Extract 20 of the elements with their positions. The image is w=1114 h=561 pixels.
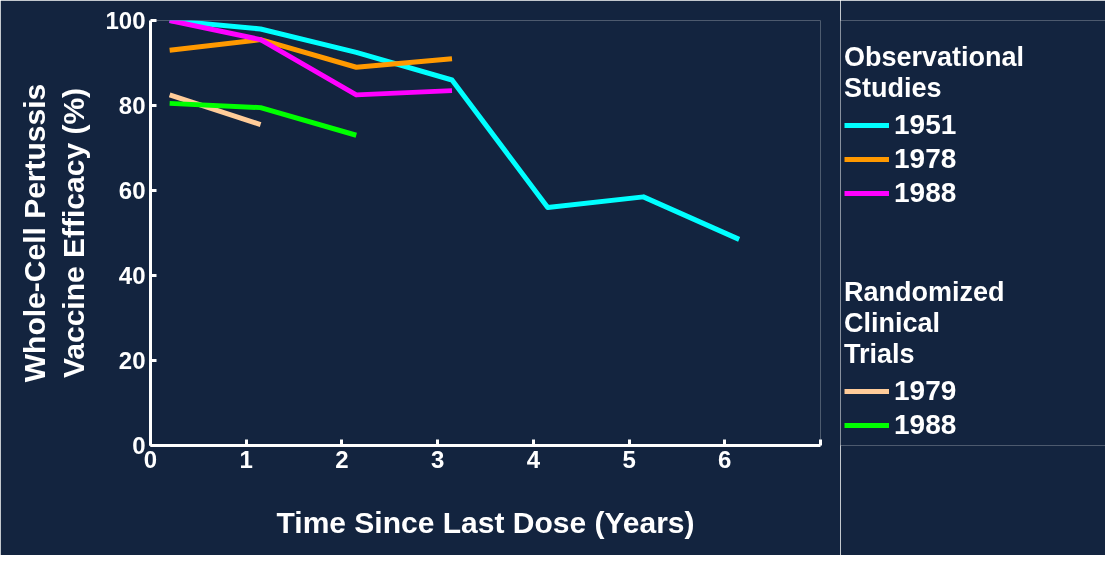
x-tick-label: 6 [718,445,732,473]
legend-title: Observational Studies [844,42,1025,104]
y-tick-label: 60 [118,177,146,204]
y-axis-title: Whole-Cell Pertussis Vaccine Efficacy (%) [17,83,91,383]
x-tick-label: 3 [430,445,445,473]
y-tick-label: 80 [118,92,146,119]
y-tick-label: 100 [105,7,146,34]
y-tick-label: 20 [118,347,146,374]
legend-label: 1951 [894,109,957,141]
x-tick-label: 2 [335,445,349,473]
x-tick-label: 5 [622,445,636,473]
x-tick-label: 1 [239,445,253,473]
legend-label: 1979 [894,375,957,407]
text: Randomized Clinical Trials [844,277,1005,370]
legend-label: 1988 [894,177,957,209]
legend-label: 1988 [894,409,957,441]
x-tick-label: 4 [526,445,541,473]
y-tick-label: 40 [118,262,146,289]
x-axis-title: Time Since Last Dose (Years) [276,505,695,539]
legend-label: 1978 [894,143,957,175]
